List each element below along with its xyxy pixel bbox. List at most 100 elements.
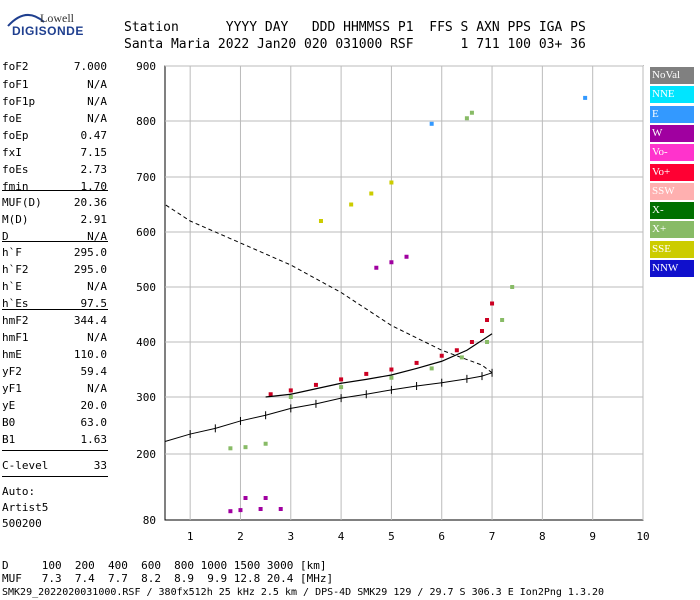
- echo-point: [313, 382, 318, 387]
- param-value: 7.15: [80, 146, 108, 159]
- header-labels: Station YYYY DAY DDD HHMMSS P1 FFS S AXN…: [124, 20, 586, 35]
- echo-point: [454, 348, 459, 353]
- legend-item: SSW: [650, 182, 694, 200]
- param-label: M(D): [2, 213, 29, 226]
- param-label: yF1: [2, 382, 22, 395]
- x-tick-label: 6: [438, 530, 445, 543]
- param-value: 20.0: [80, 399, 108, 412]
- param-label: fmin: [2, 180, 29, 193]
- param-row: foF1p N/A: [2, 95, 107, 113]
- x-tick-label: 10: [636, 530, 649, 543]
- echo-point: [479, 329, 484, 333]
- echo-point: [288, 395, 293, 399]
- y-tick-label: 400: [136, 336, 156, 349]
- param-row: yF1 N/A: [2, 382, 107, 400]
- echo-point: [349, 202, 354, 207]
- param-row: yE 20.0: [2, 399, 107, 417]
- echo-point: [228, 446, 233, 451]
- param-label: h`F2: [2, 263, 29, 276]
- param-row: hmE 110.0: [2, 348, 107, 366]
- param-value: 295.0: [73, 246, 107, 259]
- muf-row: MUF 7.3 7.4 7.7 8.2 8.9 9.9 12.8 20.4 [M…: [2, 572, 334, 585]
- param-value: 97.5: [80, 297, 108, 310]
- y-tick-label: 600: [136, 226, 156, 239]
- param-label: h`E: [2, 280, 22, 293]
- param-row: C-level 33: [2, 459, 107, 477]
- param-value: 59.4: [80, 365, 108, 378]
- param-separator: [2, 241, 108, 242]
- echo-point: [288, 388, 293, 393]
- param-row: fmin 1.70: [2, 180, 107, 198]
- param-value: 7.000: [73, 60, 107, 73]
- auto-method: Artist5: [2, 501, 49, 514]
- echo-point: [469, 110, 474, 115]
- echo-point: [429, 366, 434, 371]
- echo-point: [510, 285, 515, 289]
- echo-point: [278, 507, 283, 511]
- scaled-trace-line: [265, 333, 493, 398]
- param-label: h`Es: [2, 297, 29, 310]
- param-value: 1.63: [80, 433, 108, 446]
- y-tick-label: 900: [136, 60, 156, 73]
- param-value: N/A: [87, 78, 107, 91]
- y-tick-label: 800: [136, 115, 156, 128]
- param-row: foF1 N/A: [2, 78, 107, 96]
- param-value: 295.0: [73, 263, 107, 276]
- header-values: Santa Maria 2022 Jan20 020 031000 RSF 1 …: [124, 37, 586, 52]
- param-row: h`F 295.0: [2, 246, 107, 264]
- param-label: foE: [2, 112, 22, 125]
- echo-point: [459, 355, 464, 360]
- x-tick-label: 2: [237, 530, 244, 543]
- param-value: N/A: [87, 382, 107, 395]
- param-row: D N/A: [2, 230, 107, 248]
- param-value: N/A: [87, 230, 107, 243]
- param-row: hmF1 N/A: [2, 331, 107, 349]
- param-label: foF2: [2, 60, 29, 73]
- param-value: 0.47: [80, 129, 108, 142]
- legend-item: E: [650, 105, 694, 123]
- param-label: foEs: [2, 163, 29, 176]
- legend-item: SSE: [650, 240, 694, 258]
- param-label: foF1: [2, 78, 29, 91]
- param-label: MUF(D): [2, 196, 42, 209]
- x-tick-label: 4: [338, 530, 345, 543]
- param-value: 344.4: [73, 314, 107, 327]
- param-label: fxI: [2, 146, 22, 159]
- plot-frame: [164, 65, 644, 521]
- param-value: N/A: [87, 331, 107, 344]
- echo-point: [243, 445, 248, 450]
- echo-point: [339, 377, 344, 382]
- echo-point: [469, 340, 474, 344]
- legend-item: X+: [650, 221, 694, 239]
- x-tick-label: 7: [489, 530, 496, 543]
- param-label: foF1p: [2, 95, 36, 108]
- y-tick-label: 80: [143, 514, 156, 527]
- param-separator: [2, 190, 108, 191]
- param-separator: [2, 476, 108, 477]
- auto-code: 500200: [2, 517, 42, 530]
- echo-point: [369, 191, 374, 196]
- param-row: foEp 0.47: [2, 129, 107, 147]
- param-row: M(D) 2.91: [2, 213, 107, 231]
- x-tick-label: 9: [589, 530, 596, 543]
- auto-label: Auto:: [2, 485, 36, 498]
- param-label: hmE: [2, 348, 22, 361]
- param-row: foF2 7.000: [2, 60, 107, 78]
- param-row: h`Es 97.5: [2, 297, 107, 315]
- x-tick-label: 5: [388, 530, 395, 543]
- param-value: 2.91: [80, 213, 108, 226]
- param-separator: [2, 309, 108, 310]
- echo-point: [263, 441, 268, 446]
- echo-point: [238, 508, 243, 513]
- echo-point: [485, 318, 490, 322]
- param-value: 63.0: [80, 416, 108, 429]
- param-value: 2.73: [80, 163, 108, 176]
- legend-item: Vo+: [650, 163, 694, 181]
- echo-point: [263, 496, 268, 500]
- file-info-row: SMK29_2022020031000.RSF / 380fx512h 25 k…: [2, 587, 605, 598]
- lowell-logo-arc-icon: [7, 14, 45, 27]
- topside-profile-line: [164, 204, 493, 374]
- echo-point: [583, 95, 588, 100]
- legend-item: X-: [650, 202, 694, 220]
